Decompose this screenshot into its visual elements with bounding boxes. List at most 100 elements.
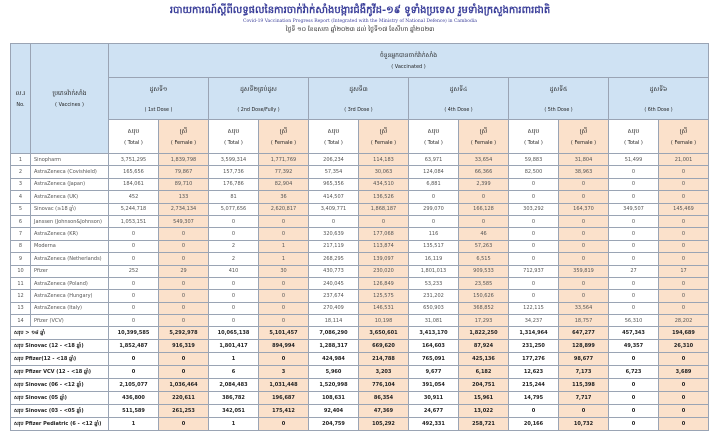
table-row: 11 AstraZeneca (Poland) 0 0 0 0 240,045 126,849… [10, 276, 710, 291]
total-cell: 0 [108, 227, 159, 241]
total-cell: 0 [108, 276, 159, 291]
female-cell: 139,097 [358, 252, 409, 266]
total-cell: 386,782 [208, 391, 259, 406]
female-cell: 10,198 [358, 314, 409, 328]
total-header: សរុប ( Total ) [408, 119, 459, 154]
total-cell: 0 [408, 214, 459, 229]
female-header: ស្រី ( Female ) [358, 119, 409, 154]
female-cell: 89,710 [158, 177, 209, 192]
total-cell: 0 [608, 289, 659, 303]
vaccine-name: Moderna [30, 239, 109, 254]
female-cell: 113,874 [358, 239, 409, 254]
total-cell: 1 [108, 417, 159, 431]
female-cell: 0 [558, 404, 609, 419]
total-cell: 0 [508, 227, 559, 241]
table-row: 5 Sinovac (≥18 ឆ្នាំ) 5,244,718 2,734,134 5,… [10, 202, 710, 216]
vaccine-name: Pfizer (VCV) [30, 314, 109, 328]
dose-header-6: ដូសទី៦ ( 6th Dose ) [607, 77, 710, 120]
total-cell: 3,751,295 [108, 152, 159, 167]
dose-label-kh: ដូសទី១ [149, 85, 168, 93]
female-header: ស្រី ( Female ) [258, 119, 309, 154]
female-cell: 916,319 [158, 339, 209, 354]
total-cell: 712,937 [508, 264, 559, 278]
female-cell: 13,022 [458, 404, 509, 419]
total-cell: 0 [208, 314, 259, 328]
total-cell: 650,903 [408, 301, 459, 316]
total-cell: 116 [408, 227, 459, 241]
female-header-en: ( Female ) [670, 140, 697, 146]
female-cell: 214,788 [358, 352, 409, 367]
vaccinated-header-en: ( Vaccinated ) [391, 64, 426, 70]
dose-header-4: ដូសទី៤ ( 4th Dose ) [408, 77, 509, 120]
table-row: 10 Pfizer 252 29 410 30 430,773 230,020 1,801,01… [10, 264, 710, 278]
female-header-kh: ស្រី [479, 128, 488, 135]
table-row: 6 Janssen (Johnson&Johnson) 1,053,151 549,3… [10, 214, 710, 229]
row-number: 8 [10, 239, 31, 254]
vaccine-name: Pfizer [30, 264, 109, 278]
vaccine-name: AstraZeneca (Hungary) [30, 289, 109, 303]
female-cell: 368,852 [458, 301, 509, 316]
total-header-en: ( Total ) [324, 140, 343, 146]
table-row: 8 Moderna 0 0 2 1 217,119 113,874 135,517 57,263 0… [10, 239, 710, 254]
summary-row: សរុប Pfizer Pediatric (6 - <12 ឆ្នាំ) 1 0 1… [10, 417, 710, 431]
female-cell: 98,677 [558, 352, 609, 367]
dose-header-1: ដូសទី១ ( 1st Dose ) [108, 77, 209, 120]
row-number: 12 [10, 289, 31, 303]
dose-label-en: ( 2nd Dose/Fully ) [237, 107, 280, 113]
female-cell: 359,819 [558, 264, 609, 278]
summary-label: សរុប Sinovac (03 - <05 ឆ្នាំ) [10, 404, 109, 419]
female-cell: 776,104 [358, 378, 409, 393]
female-cell: 0 [558, 190, 609, 204]
total-cell: 0 [208, 227, 259, 241]
total-cell: 24,677 [408, 404, 459, 419]
vaccine-name: AstraZeneca (Covishield) [30, 165, 109, 179]
female-cell: 0 [458, 190, 509, 204]
female-cell: 0 [558, 227, 609, 241]
total-cell: 414,507 [308, 190, 359, 204]
total-cell: 0 [608, 239, 659, 254]
female-cell: 0 [158, 276, 209, 291]
total-header: សរុប ( Total ) [108, 119, 159, 154]
dose-label-kh: ដូសទី៦ [649, 85, 668, 93]
total-cell: 0 [208, 214, 259, 229]
dose-label-en: ( 4th Dose ) [444, 107, 473, 113]
summary-row: សរុប Sinovac (05 ឆ្នាំ) 436,800 220,611 386… [10, 391, 710, 406]
total-cell: 237,674 [308, 289, 359, 303]
total-cell: 270,409 [308, 301, 359, 316]
female-cell: 38,963 [558, 165, 609, 179]
female-cell: 47,369 [358, 404, 409, 419]
total-cell: 349,507 [608, 202, 659, 216]
total-cell: 30,911 [408, 391, 459, 406]
total-cell: 53,233 [408, 276, 459, 291]
no-header-kh: ល.រ [15, 90, 26, 97]
table-row: 7 AstraZeneca (KR) 0 0 0 0 320,639 177,068 116 46… [10, 227, 710, 241]
row-number: 7 [10, 227, 31, 241]
total-cell: 1,801,417 [208, 339, 259, 354]
total-header-kh: សរុប [427, 128, 440, 135]
total-cell: 92,404 [308, 404, 359, 419]
summary-label: សរុប Pfizer VCV (12 - <18 ឆ្នាំ) [10, 365, 109, 380]
female-cell: 136,526 [358, 190, 409, 204]
total-cell: 457,343 [608, 326, 659, 341]
dose-label-kh: ដូសទី៥ [549, 85, 568, 93]
total-cell: 20,166 [508, 417, 559, 431]
female-cell: 894,994 [258, 339, 309, 354]
total-cell: 165,656 [108, 165, 159, 179]
row-number: 11 [10, 276, 31, 291]
report-title: របាយការណ៍ស្ដីពីលទ្ធផលនៃការចាក់វ៉ាក់សាំងប… [169, 5, 551, 16]
female-cell: 17 [657, 264, 710, 278]
vaccine-name: AstraZeneca (Italy) [30, 301, 109, 316]
total-cell: 0 [608, 214, 659, 229]
female-cell: 57,263 [458, 239, 509, 254]
female-cell: 0 [158, 314, 209, 328]
female-cell: 3 [258, 365, 309, 380]
female-cell: 0 [657, 214, 710, 229]
total-cell: 0 [608, 352, 659, 367]
row-number: 9 [10, 252, 31, 266]
dose-header-5: ដូសទី៥ ( 5th Dose ) [508, 77, 609, 120]
total-cell: 57,354 [308, 165, 359, 179]
female-cell: 150,626 [458, 289, 509, 303]
total-cell: 1,852,487 [108, 339, 159, 354]
female-cell: 261,253 [158, 404, 209, 419]
female-cell: 7,173 [558, 365, 609, 380]
